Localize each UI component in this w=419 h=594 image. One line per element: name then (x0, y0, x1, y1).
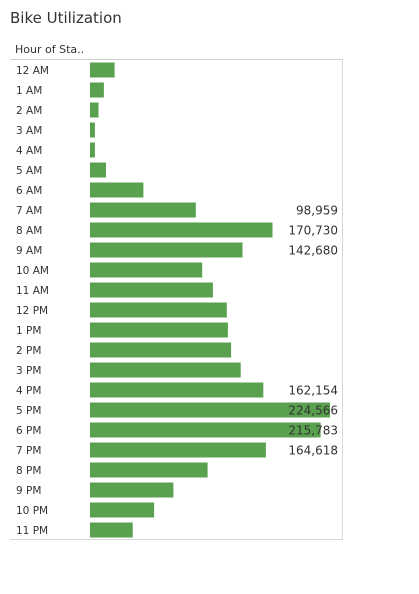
bar[interactable] (90, 462, 208, 478)
category-label: 2 AM (16, 105, 42, 117)
category-label: 3 PM (16, 365, 41, 377)
bar[interactable] (90, 222, 273, 238)
bar[interactable] (90, 482, 174, 498)
value-label: 164,618 (288, 444, 338, 458)
header-divider (10, 59, 343, 60)
bar[interactable] (90, 102, 99, 118)
bar[interactable] (90, 382, 264, 398)
category-label: 10 AM (16, 265, 49, 277)
bar[interactable] (90, 202, 196, 218)
value-label: 215,783 (288, 424, 338, 438)
value-label: 224,566 (288, 404, 338, 418)
bar[interactable] (90, 282, 213, 298)
bar[interactable] (90, 322, 228, 338)
category-label: 9 PM (16, 485, 41, 497)
value-label: 162,154 (288, 384, 338, 398)
category-label: 12 AM (16, 65, 49, 77)
bar[interactable] (90, 262, 203, 278)
bar[interactable] (90, 62, 115, 78)
category-label: 5 PM (16, 405, 41, 417)
bar[interactable] (90, 422, 321, 438)
row-header[interactable]: Hour of Sta.. (15, 43, 85, 56)
category-label: 1 AM (16, 85, 42, 97)
right-border (342, 59, 343, 540)
category-label: 4 AM (16, 145, 42, 157)
category-label: 6 PM (16, 425, 41, 437)
category-label: 6 AM (16, 185, 42, 197)
bar[interactable] (90, 242, 243, 258)
bar[interactable] (90, 402, 330, 418)
bar[interactable] (90, 182, 144, 198)
category-label: 7 AM (16, 205, 42, 217)
value-label: 142,680 (288, 244, 338, 258)
bar[interactable] (90, 142, 95, 158)
bar[interactable] (90, 522, 133, 538)
bar[interactable] (90, 122, 95, 138)
category-label: 8 AM (16, 225, 42, 237)
bar[interactable] (90, 162, 106, 178)
category-label: 4 PM (16, 385, 41, 397)
category-label: 11 PM (16, 525, 48, 537)
value-label: 98,959 (296, 204, 338, 218)
bar[interactable] (90, 442, 266, 458)
category-label: 3 AM (16, 125, 42, 137)
chart-title: Bike Utilization (10, 9, 122, 27)
bar[interactable] (90, 302, 227, 318)
category-label: 2 PM (16, 345, 41, 357)
bar[interactable] (90, 362, 241, 378)
category-label: 10 PM (16, 505, 48, 517)
category-label: 12 PM (16, 305, 48, 317)
category-label: 5 AM (16, 165, 42, 177)
bar[interactable] (90, 342, 232, 358)
bottom-border (10, 539, 343, 540)
bar[interactable] (90, 502, 155, 518)
category-label: 7 PM (16, 445, 41, 457)
category-label: 1 PM (16, 325, 41, 337)
category-label: 11 AM (16, 285, 49, 297)
value-label: 170,730 (288, 224, 338, 238)
category-label: 8 PM (16, 465, 41, 477)
bar[interactable] (90, 82, 104, 98)
category-label: 9 AM (16, 245, 42, 257)
